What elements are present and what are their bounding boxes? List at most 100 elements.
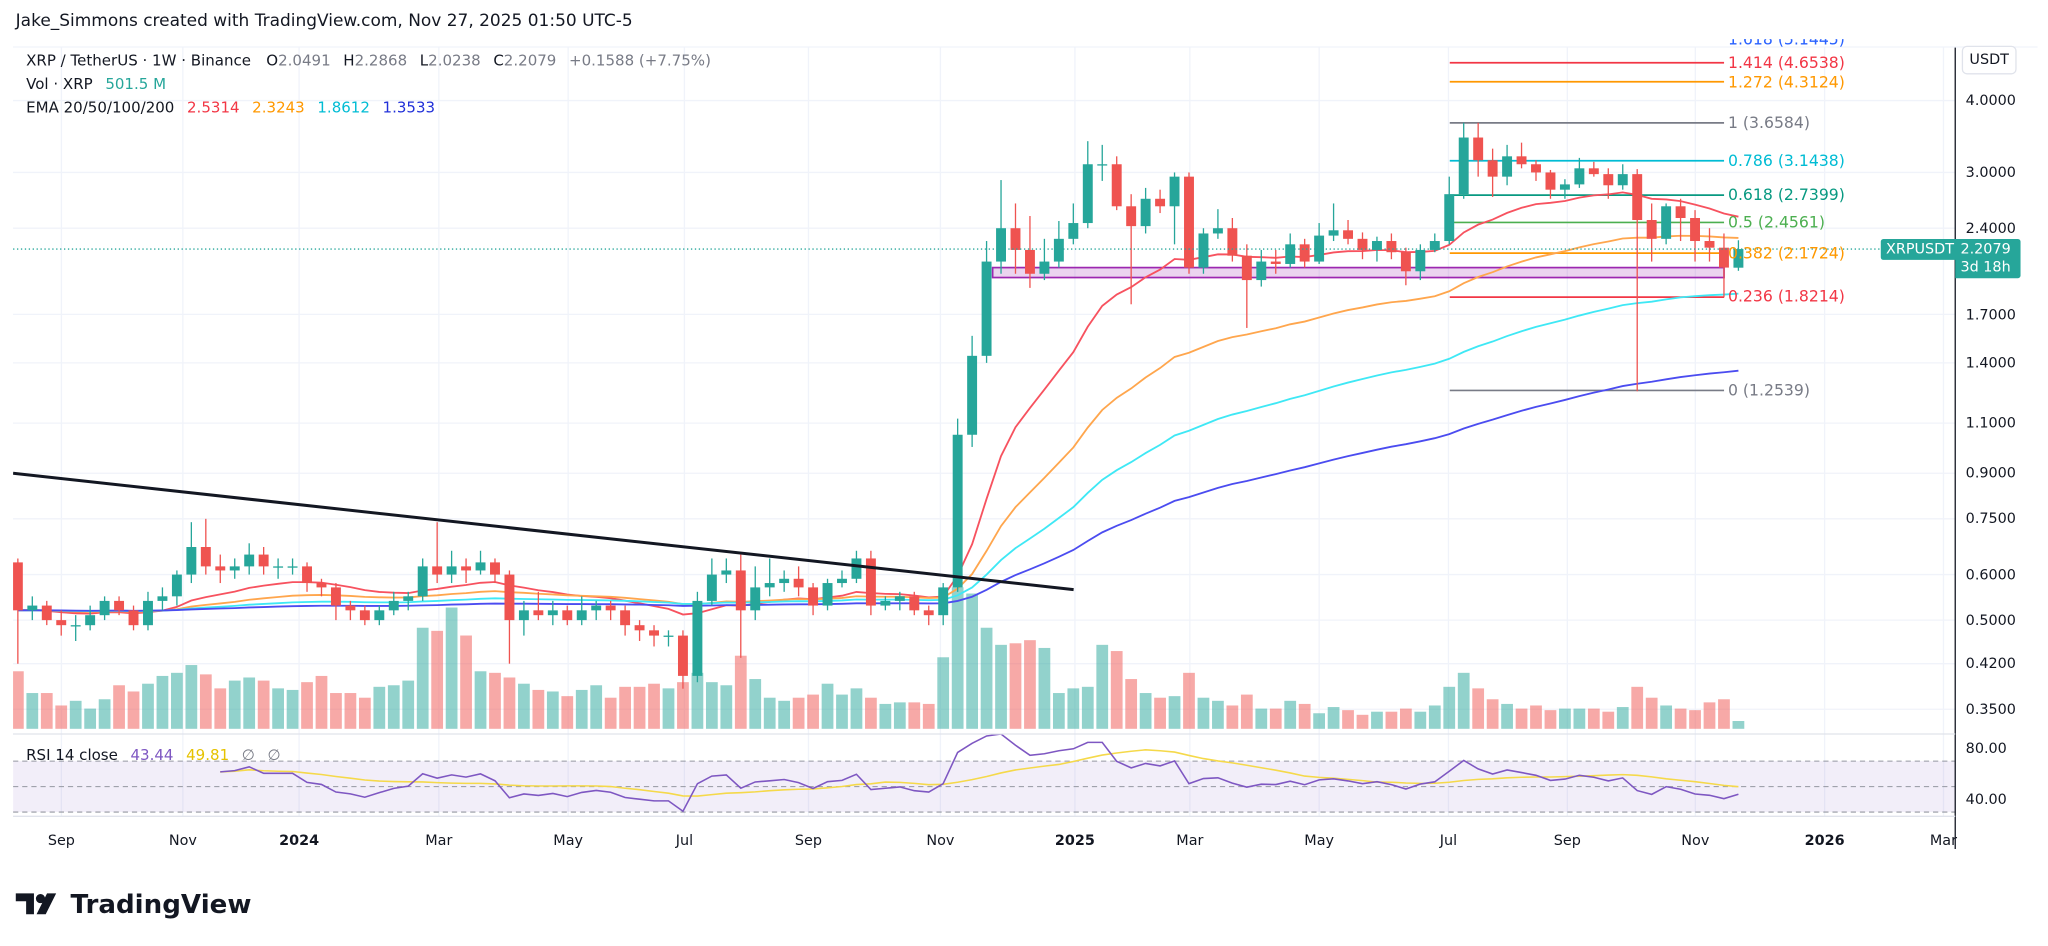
candle — [258, 547, 269, 575]
candle-body — [1400, 252, 1411, 272]
candle — [938, 583, 949, 626]
volume-bar — [1168, 696, 1181, 729]
candle-body — [1603, 174, 1614, 186]
rsi-axis-label: 40.00 — [1965, 790, 2007, 808]
candle-body — [1097, 164, 1108, 166]
candle-body — [490, 562, 500, 575]
candle — [359, 605, 370, 626]
candle-body — [677, 635, 688, 676]
candle-body — [1140, 198, 1151, 227]
candle — [1169, 172, 1180, 245]
candle-body — [1661, 206, 1672, 239]
candle — [1068, 203, 1079, 245]
candle-body — [1053, 238, 1064, 262]
candle — [721, 558, 732, 584]
candle — [576, 596, 587, 626]
candle-body — [504, 574, 515, 621]
volume-bar — [199, 674, 212, 729]
candle-body — [1574, 168, 1585, 185]
volume-bar — [850, 688, 863, 729]
volume-bar — [908, 702, 921, 729]
volume-bar — [1110, 651, 1123, 729]
candle-body — [1285, 244, 1296, 264]
volume-bar — [272, 688, 284, 729]
legend-rsi[interactable]: RSI 14 close 43.44 49.81 ∅ ∅ — [26, 745, 281, 765]
descending-trendline — [13, 471, 1074, 592]
candle — [345, 600, 356, 621]
volume-bar — [980, 627, 993, 729]
volume-bar — [922, 703, 935, 729]
candle — [504, 570, 515, 664]
candle-body — [649, 630, 659, 636]
candle — [967, 335, 978, 447]
candle-body — [894, 596, 905, 601]
ema200-value: 1.3533 — [382, 97, 436, 117]
candle-body — [518, 610, 529, 621]
volume-bar — [1154, 697, 1166, 729]
tradingview-logo[interactable]: TradingView — [15, 888, 252, 920]
volume-bar — [879, 703, 892, 729]
bar-countdown: 3d 18h — [1960, 258, 2011, 276]
candle-body — [706, 574, 717, 601]
legend-ema[interactable]: EMA 20/50/100/200 2.5314 2.3243 1.8612 1… — [26, 97, 436, 117]
candle-body — [114, 600, 125, 611]
volume-bar — [1284, 700, 1297, 729]
candle — [1444, 176, 1455, 245]
candle — [1675, 198, 1686, 242]
candle — [1415, 244, 1426, 281]
candle — [750, 566, 761, 621]
time-axis-label: Jul — [1439, 831, 1458, 849]
candle-body — [1458, 137, 1469, 195]
candle — [70, 615, 81, 641]
currency-button[interactable]: USDT — [1961, 45, 2017, 75]
volume-bar — [865, 697, 877, 729]
candle-body — [981, 261, 992, 356]
volume-bar — [778, 700, 791, 729]
legend-symbol[interactable]: XRP / TetherUS · 1W · Binance — [26, 50, 252, 70]
candle-body — [388, 600, 399, 611]
volume-bar — [1573, 708, 1586, 729]
candle — [490, 558, 500, 584]
volume-bar — [1689, 710, 1701, 729]
candle-body — [1010, 228, 1021, 250]
volume-bar — [1081, 686, 1094, 729]
candle — [952, 418, 963, 592]
price-axis-label: 0.3500 — [1965, 700, 2016, 718]
volume-bar — [561, 696, 574, 729]
candle-body — [244, 554, 255, 567]
candle-body — [692, 600, 703, 676]
candle — [996, 180, 1006, 274]
candle-body — [258, 554, 269, 567]
logo-text: TradingView — [70, 888, 252, 920]
candle — [1704, 228, 1715, 262]
candle-body — [909, 596, 920, 611]
candle-body — [923, 610, 934, 616]
volume-bar — [691, 672, 704, 729]
fib-level-label: 0 (1.2539) — [1727, 381, 1811, 400]
candle-body — [1357, 238, 1368, 250]
candle-body — [1588, 168, 1599, 175]
candle — [1545, 169, 1556, 199]
candle-body — [591, 605, 602, 611]
price-axis-label: 0.6000 — [1965, 566, 2016, 584]
candle-body — [302, 566, 312, 584]
ema-50-line — [17, 234, 1739, 613]
volume-bar — [1212, 700, 1224, 729]
candle — [1473, 122, 1484, 177]
volume-bar — [330, 693, 342, 729]
candle-body — [1473, 137, 1484, 161]
volume-bar — [633, 686, 646, 729]
candle-body — [1068, 223, 1079, 239]
ema-lines — [17, 191, 1739, 616]
candle-body — [1733, 249, 1744, 268]
candle-body — [576, 610, 587, 621]
volume-bar — [98, 699, 111, 729]
legend-volume[interactable]: Vol · XRP 501.5 M — [26, 74, 167, 93]
candle — [1314, 223, 1325, 264]
candle — [837, 570, 847, 588]
candle — [1400, 247, 1411, 286]
price-axis-label: 0.4200 — [1965, 655, 2016, 673]
volume-bar — [1587, 708, 1600, 729]
